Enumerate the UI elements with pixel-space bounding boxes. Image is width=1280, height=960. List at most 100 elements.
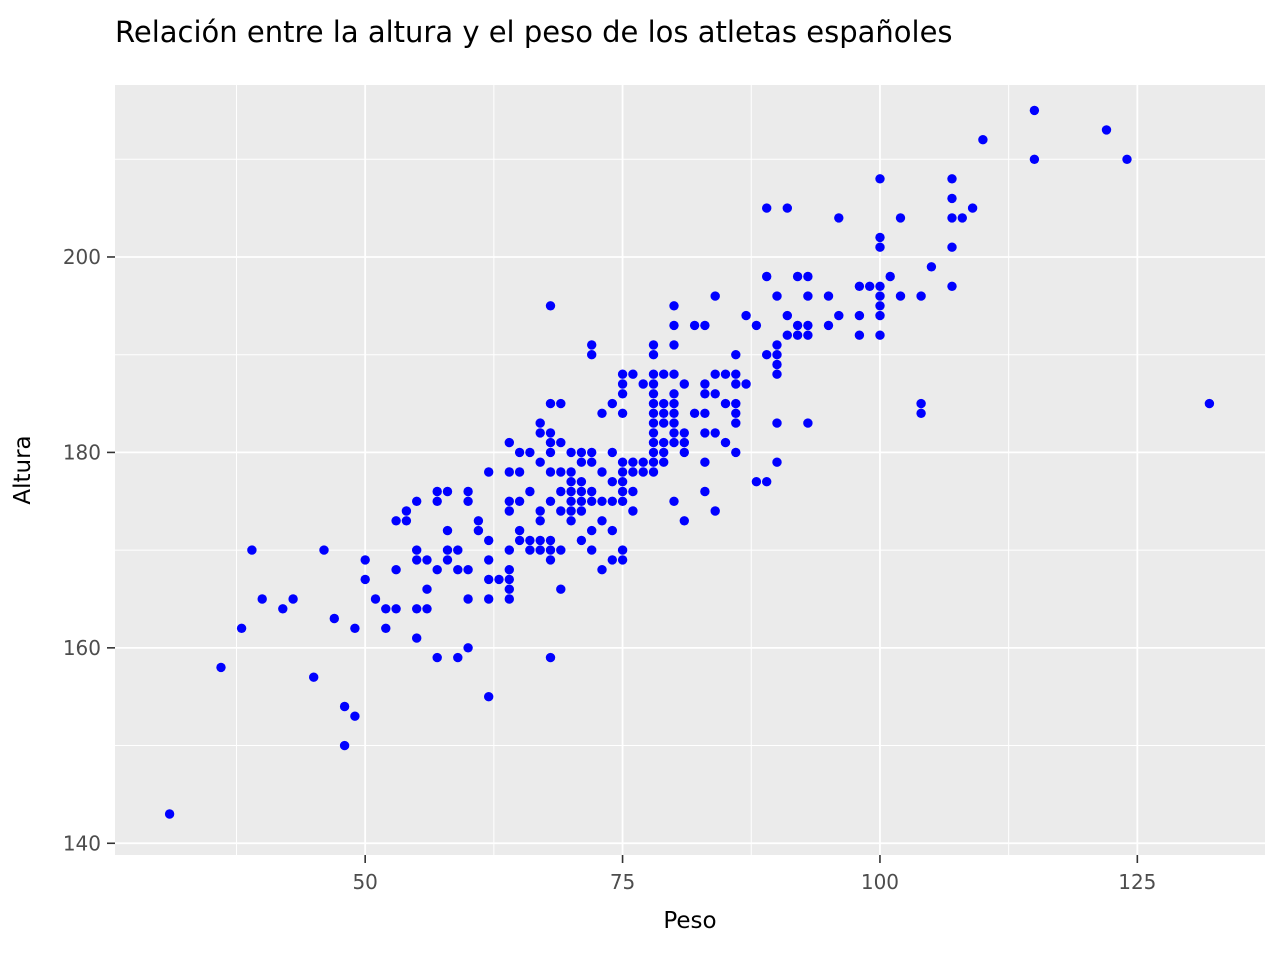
data-point <box>432 496 442 506</box>
data-point <box>617 457 628 467</box>
data-point <box>587 340 597 350</box>
data-point <box>772 457 782 467</box>
data-point <box>545 467 556 477</box>
data-point <box>484 692 494 702</box>
data-point <box>895 291 906 301</box>
data-point <box>504 565 514 575</box>
data-point <box>792 271 803 282</box>
data-point <box>823 291 834 301</box>
y-tick-label: 140 <box>63 831 101 855</box>
data-point <box>875 310 885 321</box>
data-point <box>731 369 741 379</box>
data-point <box>638 379 648 389</box>
data-point <box>648 467 659 477</box>
data-point <box>514 467 525 477</box>
data-point <box>731 379 741 389</box>
data-point <box>875 291 885 301</box>
data-point <box>576 496 587 506</box>
data-point <box>463 565 473 575</box>
data-point <box>370 594 381 604</box>
data-point <box>617 477 628 487</box>
data-point <box>329 613 339 624</box>
data-point <box>659 418 669 428</box>
y-tick-label: 200 <box>63 245 101 269</box>
data-point <box>422 604 432 614</box>
data-point <box>772 369 782 379</box>
data-point <box>669 437 679 448</box>
data-point <box>473 516 484 526</box>
data-point <box>576 486 587 497</box>
data-point <box>772 340 782 350</box>
data-point <box>607 496 617 506</box>
data-point <box>556 467 566 477</box>
data-point <box>484 594 494 604</box>
data-point <box>669 398 679 409</box>
data-point <box>545 301 556 311</box>
data-point <box>535 516 545 526</box>
data-point <box>587 496 597 506</box>
data-point <box>648 389 659 399</box>
plot-panel <box>115 85 1265 855</box>
data-point <box>854 330 865 340</box>
data-point <box>360 555 370 565</box>
data-point <box>504 467 514 477</box>
data-point <box>638 467 648 477</box>
data-point <box>669 389 679 399</box>
x-tick-label: 125 <box>1118 870 1156 894</box>
data-point <box>514 525 525 536</box>
data-point <box>700 486 710 497</box>
data-point <box>566 477 576 487</box>
data-point <box>648 447 659 458</box>
data-point <box>607 398 617 409</box>
data-point <box>566 516 576 526</box>
data-point <box>751 320 762 331</box>
data-point <box>587 457 597 467</box>
data-point <box>854 310 865 321</box>
data-point <box>545 496 556 506</box>
y-axis-label: Altura <box>10 435 36 504</box>
data-point <box>628 457 638 467</box>
data-point <box>772 359 782 370</box>
data-point <box>659 408 669 418</box>
data-point <box>556 584 566 594</box>
data-point <box>360 574 370 585</box>
data-point <box>514 496 525 506</box>
data-point <box>731 398 741 409</box>
data-point <box>720 437 731 448</box>
data-point <box>731 350 741 360</box>
data-point <box>432 565 442 575</box>
data-point <box>587 447 597 458</box>
data-point <box>731 408 741 418</box>
data-point <box>967 203 978 213</box>
data-point <box>659 457 669 467</box>
data-point <box>216 662 226 673</box>
data-point <box>401 516 412 526</box>
data-point <box>545 428 556 438</box>
data-point <box>391 516 401 526</box>
data-point <box>597 467 607 477</box>
data-point <box>576 506 587 516</box>
data-point <box>710 291 720 301</box>
data-point <box>782 330 792 340</box>
data-point <box>792 330 803 340</box>
data-point <box>587 486 597 497</box>
data-point <box>556 486 566 497</box>
data-point <box>628 369 638 379</box>
major-gridlines <box>115 85 1265 855</box>
data-point <box>535 545 545 555</box>
data-point <box>473 525 484 536</box>
data-point <box>648 369 659 379</box>
data-point <box>535 428 545 438</box>
data-point <box>628 506 638 516</box>
data-point <box>782 310 792 321</box>
data-point <box>556 545 566 555</box>
data-point <box>700 379 710 389</box>
data-point <box>669 418 679 428</box>
data-point <box>782 203 792 213</box>
data-point <box>751 477 762 487</box>
data-point <box>947 174 957 184</box>
data-point <box>1101 125 1112 135</box>
data-point <box>617 467 628 477</box>
data-point <box>772 291 782 301</box>
data-point <box>700 428 710 438</box>
